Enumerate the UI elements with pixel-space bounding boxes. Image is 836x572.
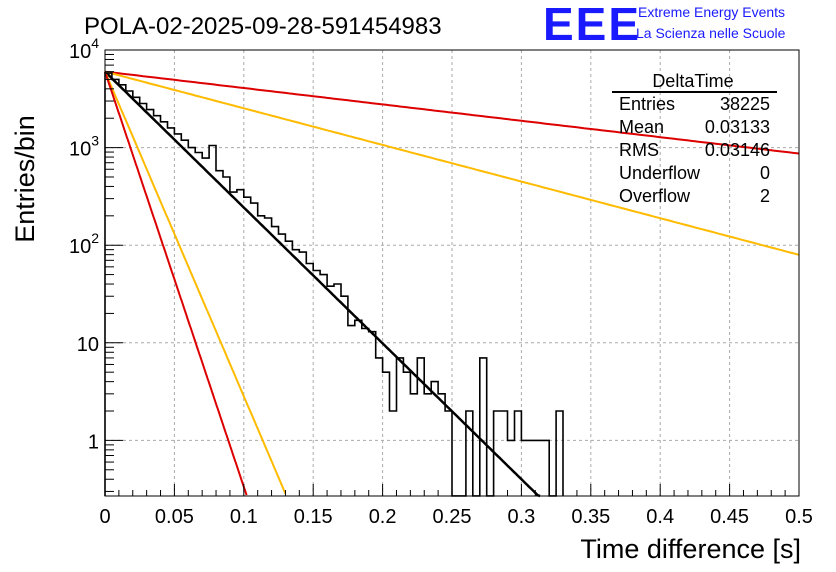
y-tick-label: 102 bbox=[69, 230, 99, 258]
stats-title: DeltaTime bbox=[652, 71, 733, 91]
y-tick-label: 1 bbox=[88, 431, 99, 453]
curves bbox=[104, 70, 800, 498]
x-tick-label: 0.15 bbox=[294, 506, 333, 528]
axes: 0 0.05 0.1 0.15 0.2 0.25 0.3 0.35 0.4 0.45 0.5 1 10 1… bbox=[69, 35, 813, 528]
stats-label: Mean bbox=[619, 117, 664, 137]
x-tick-label: 0.35 bbox=[571, 506, 610, 528]
eee-logo-text: EEE bbox=[543, 0, 641, 50]
y-tick-label: 10 bbox=[77, 334, 99, 356]
stats-row: Underflow 0 bbox=[619, 163, 770, 183]
stats-row: Overflow 2 bbox=[619, 186, 770, 206]
stats-label: Entries bbox=[619, 94, 675, 114]
stats-value: 38225 bbox=[720, 94, 770, 114]
x-tick-label: 0.2 bbox=[369, 506, 397, 528]
x-tick-label: 0.5 bbox=[785, 506, 813, 528]
stats-box: DeltaTime Entries 38225 Mean 0.03133 RMS… bbox=[612, 71, 777, 206]
y-tick-label: 104 bbox=[69, 35, 99, 63]
stats-value: 0 bbox=[760, 163, 770, 183]
x-tick-label: 0.4 bbox=[646, 506, 674, 528]
x-tick-label: 0 bbox=[99, 506, 110, 528]
x-tick-label: 0.1 bbox=[230, 506, 258, 528]
eee-logo-line2: La Scienza nelle Scuole bbox=[636, 25, 786, 41]
plot-title: POLA-02-2025-09-28-591454983 bbox=[84, 13, 442, 40]
curve-upper-red bbox=[104, 70, 800, 155]
grid bbox=[105, 50, 799, 496]
x-tick-label: 0.05 bbox=[155, 506, 194, 528]
eee-logo-line1: Extreme Energy Events bbox=[638, 4, 785, 20]
stats-label: Underflow bbox=[619, 163, 701, 183]
x-tick-label: 0.45 bbox=[710, 506, 749, 528]
x-tick-label: 0.25 bbox=[433, 506, 472, 528]
y-tick-label: 103 bbox=[69, 133, 99, 161]
histogram bbox=[104, 72, 564, 497]
stats-label: Overflow bbox=[619, 186, 691, 206]
eee-logo: EEE Extreme Energy Events La Scienza nel… bbox=[543, 0, 786, 50]
stats-row: Entries 38225 bbox=[619, 94, 770, 114]
stats-value: 0.03146 bbox=[705, 140, 770, 160]
x-axis-title: Time difference [s] bbox=[580, 534, 801, 564]
stats-row: Mean 0.03133 bbox=[619, 117, 770, 137]
curve-fit bbox=[104, 70, 541, 498]
curve-lower-orange bbox=[104, 71, 287, 494]
x-tick-label: 0.3 bbox=[507, 506, 535, 528]
y-axis-title: Entries/bin bbox=[10, 115, 40, 243]
curve-lower-red bbox=[104, 71, 248, 496]
stats-value: 0.03133 bbox=[705, 117, 770, 137]
histogram-outline bbox=[104, 72, 564, 497]
stats-value: 2 bbox=[760, 186, 770, 206]
curve-upper-orange bbox=[104, 70, 800, 256]
stats-label: RMS bbox=[619, 140, 659, 160]
stats-row: RMS 0.03146 bbox=[619, 140, 770, 160]
